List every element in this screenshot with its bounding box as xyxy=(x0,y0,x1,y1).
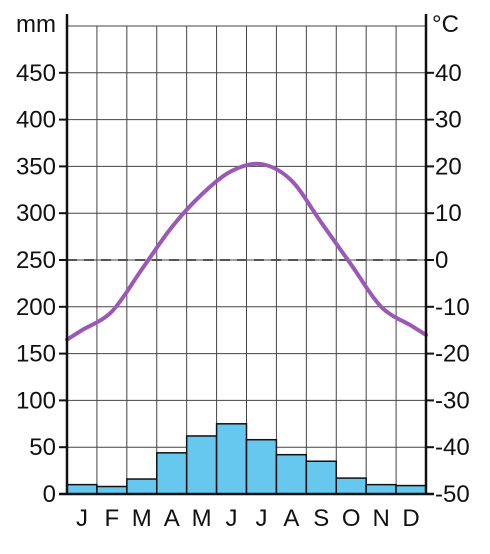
right-tick-label: -20 xyxy=(435,341,470,368)
precipitation-bar xyxy=(275,453,308,495)
chart-axes xyxy=(59,14,434,496)
right-tick-label: -40 xyxy=(435,434,470,461)
right-tick-label: 0 xyxy=(435,247,448,274)
precipitation-bar xyxy=(215,423,248,495)
month-label: S xyxy=(313,505,329,532)
precipitation-bar xyxy=(305,460,338,495)
right-tick-label: -50 xyxy=(435,481,470,508)
right-tick-label: -30 xyxy=(435,387,470,414)
left-tick-label: 50 xyxy=(29,434,56,461)
precipitation-bar xyxy=(335,477,367,495)
temperature-line xyxy=(65,161,428,342)
precipitation-bar xyxy=(365,483,397,495)
precipitation-bar xyxy=(156,452,188,495)
left-tick-label: 350 xyxy=(16,153,56,180)
left-tick-label: 300 xyxy=(16,200,56,227)
left-tick-label: 400 xyxy=(16,107,56,134)
temperature-curve xyxy=(65,161,428,342)
right-tick-label: 10 xyxy=(435,200,462,227)
left-tick-label: 0 xyxy=(43,481,56,508)
left-tick-label: 100 xyxy=(16,387,56,414)
month-label: J xyxy=(255,505,267,532)
month-label: M xyxy=(192,505,212,532)
month-label: F xyxy=(105,505,120,532)
left-tick-label: 450 xyxy=(16,60,56,87)
precipitation-bar xyxy=(245,438,278,495)
month-label: J xyxy=(226,505,238,532)
precipitation-bar xyxy=(66,483,98,495)
precipitation-bar xyxy=(185,435,218,495)
month-label: N xyxy=(372,505,389,532)
precipitation-bar xyxy=(126,478,158,495)
right-tick-label: -10 xyxy=(435,294,470,321)
right-tick-label: 20 xyxy=(435,153,462,180)
left-tick-label: 200 xyxy=(16,294,56,321)
left-tick-label: 150 xyxy=(16,341,56,368)
month-label: O xyxy=(342,505,361,532)
chart-labels: 050100150200250300350400450-50-40-30-20-… xyxy=(16,60,470,532)
left-axis-unit: mm xyxy=(16,11,56,38)
month-label: A xyxy=(164,505,180,532)
right-tick-label: 30 xyxy=(435,107,462,134)
right-axis-unit: °C xyxy=(432,11,459,38)
month-label: A xyxy=(283,505,299,532)
month-label: M xyxy=(132,505,152,532)
right-tick-label: 40 xyxy=(435,60,462,87)
month-label: J xyxy=(76,505,88,532)
precipitation-bar xyxy=(395,484,427,495)
month-label: D xyxy=(402,505,419,532)
left-tick-label: 250 xyxy=(16,247,56,274)
precipitation-bars xyxy=(66,423,427,495)
